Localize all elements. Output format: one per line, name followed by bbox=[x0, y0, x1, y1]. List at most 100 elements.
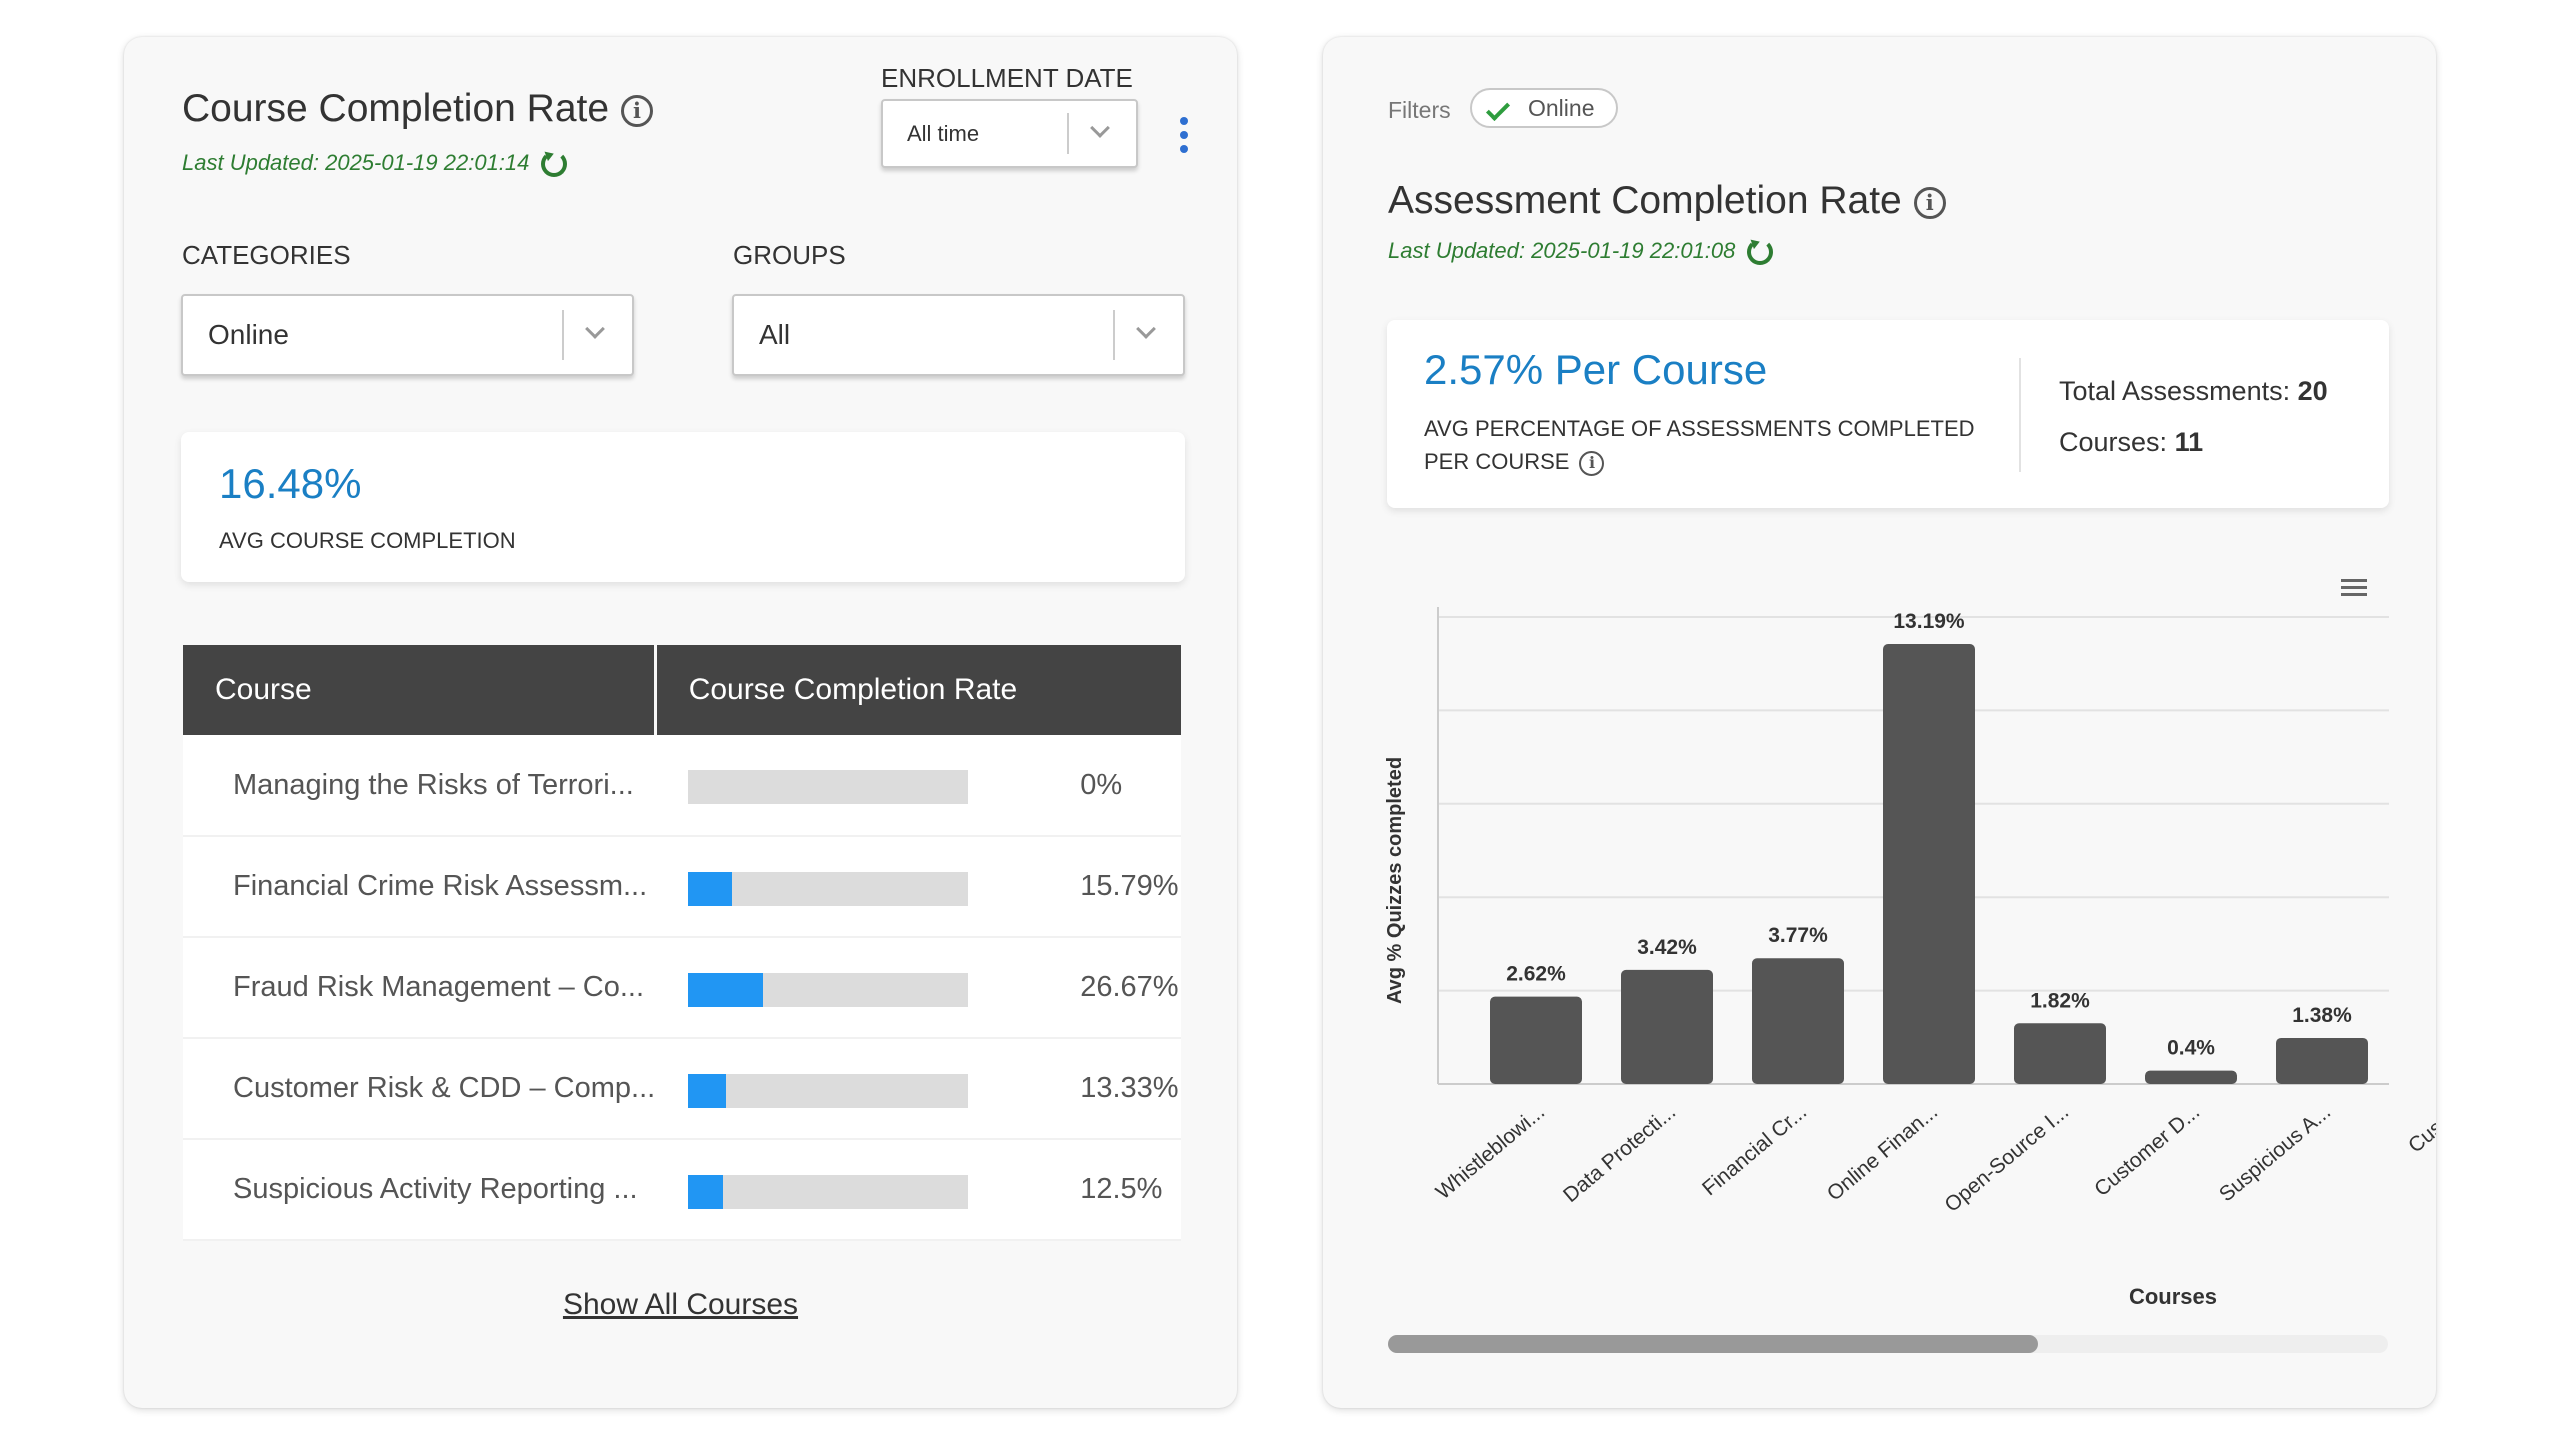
categories-value: Online bbox=[208, 319, 289, 350]
course-completion-title: Course Completion Rate bbox=[182, 87, 610, 130]
assessment-completion-card: Filters Online Assessment Completion Rat… bbox=[1323, 37, 2436, 1408]
avg-per-course-value: 2.57% Per Course bbox=[1424, 346, 1768, 393]
bar[interactable] bbox=[2145, 1070, 2237, 1084]
bar[interactable] bbox=[2276, 1037, 2368, 1084]
filter-chip-label: Online bbox=[1528, 94, 1595, 121]
more-options-icon[interactable] bbox=[1174, 117, 1194, 157]
progress-bar-fill bbox=[688, 1174, 724, 1209]
completion-cell: 0% bbox=[655, 735, 1181, 837]
progress-bar bbox=[688, 1174, 969, 1209]
total-assessments-value: 20 bbox=[2297, 376, 2328, 406]
completion-cell: 26.67% bbox=[655, 937, 1181, 1039]
courses-count-label: Courses: bbox=[2059, 427, 2168, 457]
courses-count-value: 11 bbox=[2174, 427, 2204, 457]
enrollment-date-value: All time bbox=[907, 120, 980, 146]
groups-label: GROUPS bbox=[733, 240, 846, 270]
data-label: 3.42% bbox=[1637, 936, 1697, 959]
data-label: 0.4% bbox=[2167, 1037, 2215, 1060]
x-tick-label: Whistleblowi... bbox=[1432, 1100, 1550, 1204]
select-divider bbox=[562, 310, 564, 360]
assessment-stats-box: 2.57% Per Course AVG PERCENTAGE OF ASSES… bbox=[1387, 320, 2389, 508]
chevron-down-icon bbox=[1136, 319, 1156, 339]
progress-bar bbox=[688, 871, 969, 906]
assessment-completion-title: Assessment Completion Rate bbox=[1388, 179, 1902, 222]
avg-completion-value: 16.48% bbox=[219, 460, 362, 507]
y-axis-label: Avg % Quizzes completed bbox=[1384, 757, 1406, 1004]
x-axis-label: Courses bbox=[2129, 1284, 2217, 1309]
categories-select[interactable]: Online bbox=[181, 294, 634, 376]
course-name[interactable]: Fraud Risk Management – Co... bbox=[183, 937, 656, 1039]
table-row[interactable]: Financial Crime Risk Assessm... 15.79% bbox=[183, 836, 1181, 938]
chart-scrollbar-thumb[interactable] bbox=[1388, 1335, 2038, 1353]
groups-select[interactable]: All bbox=[732, 294, 1185, 376]
course-completion-card: Course Completion Rate i Last Updated: 20… bbox=[124, 37, 1237, 1408]
info-icon[interactable]: i bbox=[1913, 186, 1946, 219]
chart-menu-icon[interactable] bbox=[2341, 579, 2367, 597]
completion-percent: 13.33% bbox=[1080, 1072, 1179, 1104]
course-name[interactable]: Customer Risk & CDD – Comp... bbox=[183, 1038, 656, 1140]
completion-percent: 26.67% bbox=[1080, 971, 1179, 1003]
avg-per-course-label-2-text: PER COURSE bbox=[1424, 449, 1570, 474]
course-name[interactable]: Financial Crime Risk Assessm... bbox=[183, 836, 656, 938]
info-icon[interactable]: i bbox=[1579, 450, 1605, 476]
bar[interactable] bbox=[1621, 969, 1713, 1084]
total-assessments-label: Total Assessments: bbox=[2059, 376, 2291, 406]
show-all-courses-link[interactable]: Show All Courses bbox=[562, 1288, 799, 1321]
bar[interactable] bbox=[1752, 958, 1844, 1084]
refresh-icon[interactable] bbox=[1747, 239, 1774, 266]
avg-per-course-label-1: AVG PERCENTAGE OF ASSESSMENTS COMPLETED bbox=[1424, 416, 1975, 441]
groups-value: All bbox=[759, 319, 791, 350]
enrollment-date-select[interactable]: All time bbox=[881, 99, 1138, 168]
completion-cell: 12.5% bbox=[655, 1139, 1181, 1241]
assessment-bar-chart: 2.62% Whistleblowi... 3.42% Data Protecti..… bbox=[1384, 607, 2436, 1309]
x-tick-label: Customer D... bbox=[2090, 1100, 2204, 1201]
refresh-icon[interactable] bbox=[541, 151, 568, 178]
completion-cell: 13.33% bbox=[655, 1038, 1181, 1140]
data-label: 3.77% bbox=[1768, 924, 1828, 947]
chart-scrollbar[interactable] bbox=[1388, 1335, 2388, 1353]
avg-per-course-label-2: PER COURSE i bbox=[1424, 449, 1605, 476]
progress-bar bbox=[688, 770, 969, 804]
table-row[interactable]: Customer Risk & CDD – Comp... 13.33% bbox=[183, 1038, 1181, 1140]
filter-chip-online[interactable]: Online bbox=[1470, 88, 1618, 128]
table-row[interactable]: Managing the Risks of Terrori... 0% bbox=[183, 735, 1181, 837]
categories-label: CATEGORIES bbox=[182, 240, 351, 270]
column-header-completion-rate[interactable]: Course Completion Rate bbox=[655, 645, 1181, 735]
last-updated: Last Updated: 2025-01-19 22:01:14 bbox=[182, 150, 568, 178]
course-name[interactable]: Suspicious Activity Reporting ... bbox=[183, 1139, 656, 1241]
avg-completion-label: AVG COURSE COMPLETION bbox=[219, 528, 516, 553]
avg-completion-box: 16.48% AVG COURSE COMPLETION bbox=[181, 432, 1185, 582]
bar[interactable] bbox=[2014, 1023, 2106, 1084]
course-name[interactable]: Managing the Risks of Terrori... bbox=[183, 735, 656, 837]
progress-bar-fill bbox=[688, 871, 733, 906]
table-row[interactable]: Fraud Risk Management – Co... 26.67% bbox=[183, 937, 1181, 1039]
x-tick-label: Financial Cr... bbox=[1698, 1100, 1811, 1200]
chevron-down-icon bbox=[585, 319, 605, 339]
x-tick-label: Online Finan... bbox=[1823, 1100, 1942, 1205]
progress-bar bbox=[688, 1073, 969, 1108]
data-label: 1.38% bbox=[2292, 1004, 2352, 1027]
data-label: 13.19% bbox=[1893, 610, 1965, 633]
total-assessments: Total Assessments: 20 bbox=[2059, 376, 2328, 407]
course-table: Course Course Completion Rate Managing t… bbox=[183, 645, 1181, 1241]
bar[interactable] bbox=[1883, 644, 1975, 1084]
enrollment-date-label: ENROLLMENT DATE bbox=[881, 63, 1133, 93]
completion-percent: 12.5% bbox=[1080, 1173, 1163, 1205]
last-updated-text: Last Updated: 2025-01-19 22:01:14 bbox=[182, 150, 530, 175]
x-tick-label: Open-Source I... bbox=[1940, 1100, 2073, 1217]
x-tick-label: Suspicious A... bbox=[2215, 1100, 2335, 1206]
table-row[interactable]: Suspicious Activity Reporting ... 12.5% bbox=[183, 1139, 1181, 1241]
bar[interactable] bbox=[1490, 996, 1582, 1084]
data-label: 2.62% bbox=[1506, 963, 1566, 986]
card-title: Assessment Completion Rate i bbox=[1388, 179, 1946, 223]
progress-bar-fill bbox=[688, 1073, 726, 1108]
courses-count: Courses: 11 bbox=[2059, 427, 2203, 458]
chevron-down-icon bbox=[1090, 118, 1110, 138]
progress-bar bbox=[688, 972, 969, 1007]
card-title: Course Completion Rate i bbox=[182, 87, 654, 131]
info-icon[interactable]: i bbox=[621, 94, 654, 127]
stats-divider bbox=[2019, 358, 2021, 472]
data-label: 1.82% bbox=[2030, 989, 2090, 1012]
column-header-course[interactable]: Course bbox=[183, 645, 657, 735]
table-header-row: Course Course Completion Rate bbox=[183, 645, 1181, 735]
